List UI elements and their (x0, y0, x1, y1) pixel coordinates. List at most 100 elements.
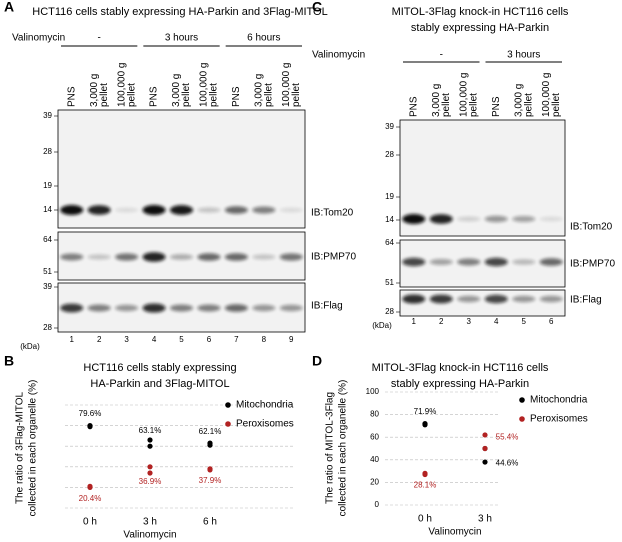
value-label: 44.6% (496, 459, 519, 468)
data-dot (207, 442, 213, 448)
x-tick-label: 0 h (83, 517, 97, 528)
data-dot (87, 424, 93, 430)
data-dot (482, 445, 488, 452)
data-dot (207, 467, 213, 473)
lane-number: 4 (152, 335, 157, 344)
chart-title: HA-Parkin and 3Flag-MITOL (90, 378, 229, 390)
blot-title: stably expressing HA-Parkin (411, 22, 549, 34)
value-label: 79.6% (79, 409, 102, 418)
band (197, 253, 221, 261)
lane-label: pellet (551, 93, 562, 117)
legend-label: Mitochondria (530, 395, 588, 406)
lane-label: PNS (491, 96, 502, 117)
mw-marker: 28 (385, 307, 394, 316)
blot-membrane (399, 239, 566, 288)
group-label: - (440, 50, 443, 61)
mw-marker: 39 (385, 122, 394, 131)
legend-marker (225, 402, 231, 408)
lane-number: 2 (439, 317, 444, 326)
value-label: 28.1% (414, 480, 437, 489)
lane-label: 3,000 g (513, 84, 524, 117)
lane-label: pellet (209, 83, 220, 107)
band (115, 304, 139, 312)
lane-label: pellet (181, 83, 192, 107)
blot-title: MITOL-3Flag knock-in HCT116 cells (392, 6, 569, 18)
lane-number: 2 (97, 335, 102, 344)
band (60, 253, 84, 261)
panel-letter: C (312, 0, 322, 15)
band (279, 304, 303, 312)
lane-label: pellet (126, 83, 137, 107)
value-label: 55.4% (496, 433, 519, 442)
data-dot (147, 464, 153, 470)
band (402, 214, 426, 224)
value-label: 71.9% (414, 407, 437, 416)
mw-marker: 28 (385, 150, 394, 159)
lane-number: 5 (522, 317, 527, 326)
antibody-label: IB:Tom20 (311, 208, 354, 219)
blot-membrane (399, 119, 566, 237)
lane-number: 7 (234, 335, 239, 344)
blot-title: HCT116 cells stably expressing HA-Parkin… (32, 6, 328, 18)
band (279, 207, 303, 213)
value-label: 37.9% (199, 476, 222, 485)
band (224, 206, 248, 214)
mw-marker: 39 (43, 282, 52, 291)
band (429, 294, 453, 304)
mw-marker: 19 (385, 192, 394, 201)
mw-marker: 14 (385, 215, 394, 224)
y-tick-label: 100 (366, 387, 380, 396)
data-dot (147, 443, 153, 449)
band (402, 257, 426, 267)
band (60, 205, 84, 215)
lane-label: 3,000 g (171, 74, 182, 107)
lane-label: PNS (66, 86, 77, 107)
band (115, 253, 139, 261)
mw-marker: 39 (43, 111, 52, 120)
value-label: 36.9% (139, 477, 162, 486)
band (457, 216, 481, 222)
y-axis-label: collected in each organelle (%) (338, 380, 349, 517)
band (60, 303, 84, 313)
panel-letter: A (4, 0, 14, 15)
x-tick-label: 0 h (418, 514, 432, 525)
chart-title: stably expressing HA-Parkin (391, 378, 529, 390)
blot-membrane (399, 289, 566, 317)
lane-label: pellet (441, 93, 452, 117)
band (115, 207, 139, 213)
y-tick-label: 20 (370, 478, 379, 487)
band (252, 254, 276, 260)
lane-label: PNS (231, 86, 242, 107)
chart-title: MITOL-3Flag knock-in HCT116 cells (372, 362, 549, 374)
band (429, 258, 453, 266)
band (87, 304, 111, 312)
y-axis-label: The ratio of 3Flag-MITOL (15, 392, 26, 505)
lane-label: 100,000 g (199, 63, 210, 108)
antibody-label: IB:Tom20 (570, 222, 613, 233)
lane-label: pellet (99, 83, 110, 107)
lane-number: 9 (289, 335, 294, 344)
band (279, 253, 303, 261)
lane-label: 3,000 g (89, 74, 100, 107)
band (252, 206, 276, 214)
lane-label: 100,000 g (116, 63, 127, 108)
band (539, 295, 563, 303)
x-tick-label: 3 h (143, 517, 157, 528)
kda-label: (kDa) (20, 342, 40, 351)
antibody-label: IB:Flag (311, 301, 343, 312)
data-dot (482, 459, 488, 465)
lane-number: 5 (179, 335, 184, 344)
band (142, 252, 166, 262)
lane-number: 4 (494, 317, 499, 326)
mw-marker: 64 (385, 238, 394, 247)
y-axis-label: The ratio of MITOL-3Flag (325, 392, 336, 504)
lane-label: pellet (523, 93, 534, 117)
band (512, 295, 536, 303)
x-axis-label: Valinomycin (428, 527, 481, 538)
band (142, 205, 166, 215)
mw-marker: 19 (43, 181, 52, 190)
antibody-label: IB:PMP70 (570, 259, 615, 270)
band (197, 304, 221, 312)
x-axis-label: Valinomycin (123, 530, 176, 541)
legend-label: Peroxisomes (530, 414, 588, 425)
